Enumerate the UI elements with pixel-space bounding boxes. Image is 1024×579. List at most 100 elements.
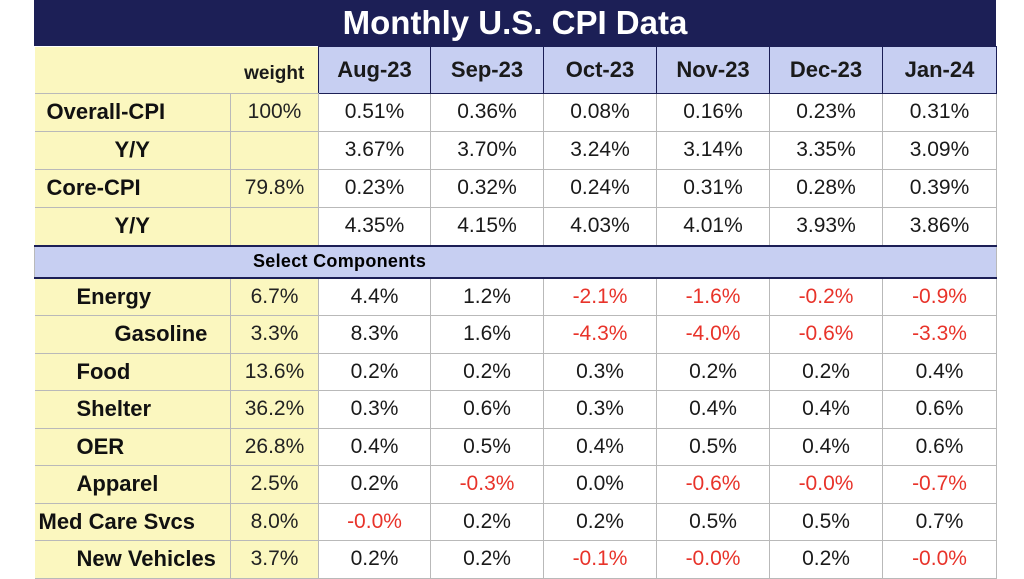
row-weight: 36.2% xyxy=(230,390,319,429)
row-label: Shelter xyxy=(34,390,231,429)
value-cell: -0.0% xyxy=(318,502,431,541)
value-cell: 0.2% xyxy=(318,352,431,391)
value-cell: -1.6% xyxy=(656,277,770,316)
cpi-table-frame: Monthly U.S. CPI Data weight Aug-23 Sep-… xyxy=(34,0,997,579)
value-cell: 4.03% xyxy=(543,206,657,246)
column-header: Aug-23 xyxy=(318,46,431,94)
row-weight: 8.0% xyxy=(230,502,319,541)
value-cell: 0.23% xyxy=(318,168,431,208)
value-cell: 0.6% xyxy=(882,390,997,429)
value-cell: 3.93% xyxy=(769,206,883,246)
column-header: Nov-23 xyxy=(656,46,770,94)
value-cell: 4.01% xyxy=(656,206,770,246)
value-cell: 0.24% xyxy=(543,168,657,208)
value-cell: 0.3% xyxy=(318,390,431,429)
row-label: New Vehicles xyxy=(34,540,231,579)
value-cell: -0.2% xyxy=(769,277,883,316)
column-header: Sep-23 xyxy=(430,46,544,94)
table-row: Shelter 36.2% 0.3% 0.6% 0.3% 0.4% 0.4% 0.6% xyxy=(34,390,997,429)
table-row: Apparel 2.5% 0.2% -0.3% 0.0% -0.6% -0.0% -0.7% xyxy=(34,465,997,504)
value-cell: 0.23% xyxy=(769,92,883,132)
column-header: Dec-23 xyxy=(769,46,883,94)
row-weight: 3.3% xyxy=(230,315,319,354)
value-cell: 3.70% xyxy=(430,130,544,170)
row-label: Energy xyxy=(34,277,231,316)
value-cell: 0.4% xyxy=(769,390,883,429)
value-cell: 0.2% xyxy=(769,540,883,579)
column-header: Jan-24 xyxy=(882,46,997,94)
value-cell: 0.4% xyxy=(882,352,997,391)
value-cell: 0.7% xyxy=(882,502,997,541)
value-cell: 0.08% xyxy=(543,92,657,132)
row-weight: 3.7% xyxy=(230,540,319,579)
value-cell: 3.24% xyxy=(543,130,657,170)
table-row: New Vehicles 3.7% 0.2% 0.2% -0.1% -0.0% 0.2% -0… xyxy=(34,540,997,579)
row-weight xyxy=(230,206,319,246)
value-cell: 1.6% xyxy=(430,315,544,354)
value-cell: 0.4% xyxy=(769,427,883,466)
value-cell: 0.4% xyxy=(543,427,657,466)
row-label: OER xyxy=(34,427,231,466)
row-label: Y/Y xyxy=(34,206,231,246)
value-cell: -0.3% xyxy=(430,465,544,504)
row-weight: 6.7% xyxy=(230,277,319,316)
value-cell: 0.2% xyxy=(430,540,544,579)
value-cell: -4.0% xyxy=(656,315,770,354)
header-blank-cell xyxy=(34,46,231,94)
table-row: Med Care Svcs 8.0% -0.0% 0.2% 0.2% 0.5% 0.5% 0.… xyxy=(34,502,997,541)
value-cell: 0.2% xyxy=(318,540,431,579)
row-weight: 2.5% xyxy=(230,465,319,504)
value-cell: 3.35% xyxy=(769,130,883,170)
cpi-table: weight Aug-23 Sep-23 Oct-23 Nov-23 Dec-2… xyxy=(34,46,997,579)
value-cell: 0.2% xyxy=(543,502,657,541)
row-label: Food xyxy=(34,352,231,391)
table-body: Overall-CPI 100% 0.51% 0.36% 0.08% 0.16% 0.23%… xyxy=(34,92,997,579)
value-cell: 0.39% xyxy=(882,168,997,208)
value-cell: -0.0% xyxy=(656,540,770,579)
value-cell: 1.2% xyxy=(430,277,544,316)
table-row: Gasoline 3.3% 8.3% 1.6% -4.3% -4.0% -0.6% -3.3% xyxy=(34,315,997,354)
row-label: Gasoline xyxy=(34,315,231,354)
value-cell: 0.2% xyxy=(769,352,883,391)
value-cell: 0.2% xyxy=(430,502,544,541)
value-cell: -4.3% xyxy=(543,315,657,354)
value-cell: 0.5% xyxy=(656,502,770,541)
row-label: Apparel xyxy=(34,465,231,504)
value-cell: 0.31% xyxy=(656,168,770,208)
value-cell: 0.28% xyxy=(769,168,883,208)
table-row: Y/Y 3.67% 3.70% 3.24% 3.14% 3.35% 3.09% xyxy=(34,130,997,170)
value-cell: 0.0% xyxy=(543,465,657,504)
value-cell: 0.6% xyxy=(882,427,997,466)
value-cell: 0.4% xyxy=(656,390,770,429)
value-cell: 0.6% xyxy=(430,390,544,429)
table-row: Energy 6.7% 4.4% 1.2% -2.1% -1.6% -0.2% -0.9% xyxy=(34,277,997,316)
column-header: Oct-23 xyxy=(543,46,657,94)
value-cell: 3.09% xyxy=(882,130,997,170)
row-weight: 100% xyxy=(230,92,319,132)
weight-header: weight xyxy=(230,46,319,94)
value-cell: 3.86% xyxy=(882,206,997,246)
value-cell: -0.7% xyxy=(882,465,997,504)
section-row: Select Components xyxy=(34,244,997,279)
value-cell: -0.0% xyxy=(769,465,883,504)
value-cell: 0.16% xyxy=(656,92,770,132)
value-cell: 0.4% xyxy=(318,427,431,466)
value-cell: 8.3% xyxy=(318,315,431,354)
value-cell: -3.3% xyxy=(882,315,997,354)
value-cell: 0.2% xyxy=(430,352,544,391)
value-cell: -0.0% xyxy=(882,540,997,579)
value-cell: 0.5% xyxy=(430,427,544,466)
value-cell: 0.3% xyxy=(543,390,657,429)
table-row: OER 26.8% 0.4% 0.5% 0.4% 0.5% 0.4% 0.6% xyxy=(34,427,997,466)
value-cell: 0.2% xyxy=(318,465,431,504)
value-cell: 3.14% xyxy=(656,130,770,170)
value-cell: 0.5% xyxy=(656,427,770,466)
table-row: Food 13.6% 0.2% 0.2% 0.3% 0.2% 0.2% 0.4% xyxy=(34,352,997,391)
row-label: Overall-CPI xyxy=(34,92,231,132)
table-title: Monthly U.S. CPI Data xyxy=(34,0,996,46)
row-weight xyxy=(230,130,319,170)
row-weight: 13.6% xyxy=(230,352,319,391)
row-weight: 79.8% xyxy=(230,168,319,208)
value-cell: 3.67% xyxy=(318,130,431,170)
value-cell: -0.1% xyxy=(543,540,657,579)
